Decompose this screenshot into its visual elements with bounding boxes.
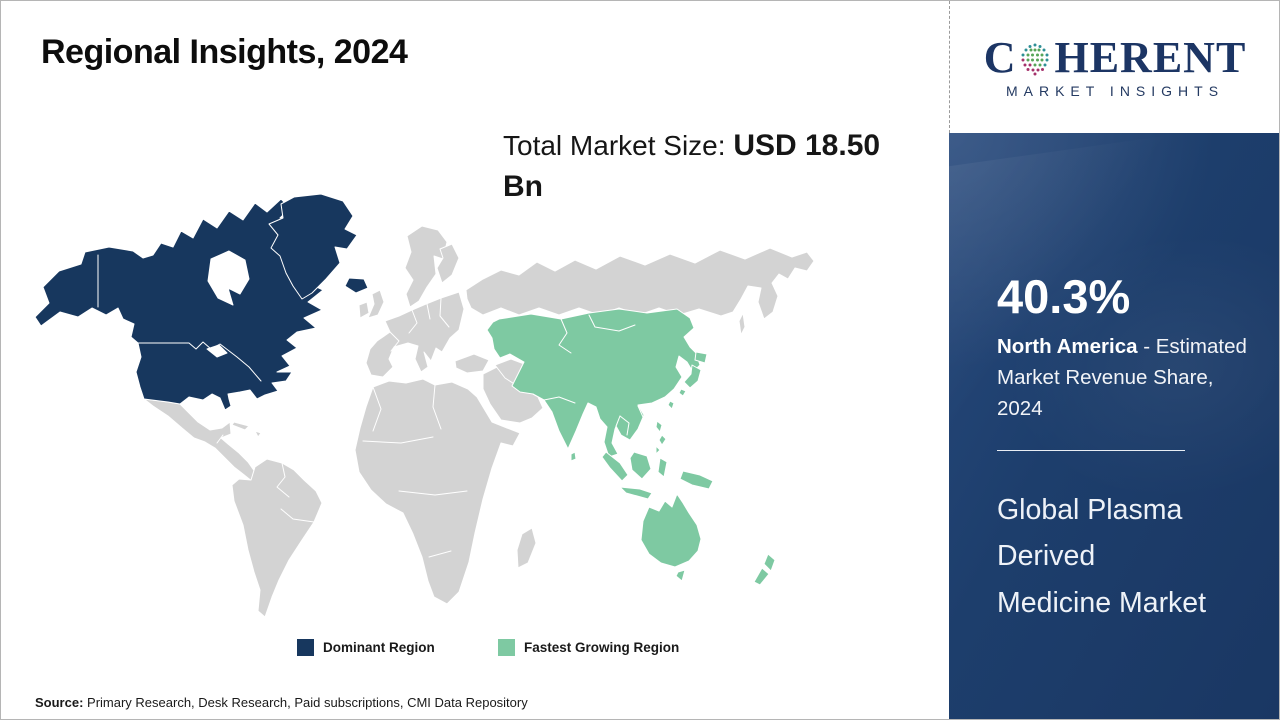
source-line: Source: Primary Research, Desk Research,…	[35, 695, 528, 710]
share-region: North America	[997, 335, 1138, 358]
brand-letter-c: C	[983, 32, 1017, 82]
legend-label-fastest-growing: Fastest Growing Region	[524, 640, 680, 655]
map-region-japan	[683, 364, 702, 389]
share-description: North America - Estimated Market Revenue…	[997, 332, 1249, 424]
map-region-taiwan	[667, 400, 675, 410]
share-desc-text: - Estimated Market Revenue Share, 2024	[997, 335, 1247, 420]
map-region-greenland	[268, 193, 358, 300]
legend-label-dominant: Dominant Region	[323, 640, 435, 655]
map-region-sri-lanka	[570, 451, 577, 462]
brand-logo: C HERENT MARKET INSIGHTS	[949, 1, 1279, 133]
market-name: Global Plasma Derived Medicine Market	[997, 494, 1207, 619]
map-region-scandinavia	[404, 225, 448, 308]
brand-tagline: MARKET INSIGHTS	[1005, 82, 1225, 99]
map-region-russia	[465, 247, 815, 320]
brand-wordmark: C HERENT	[983, 32, 1247, 82]
map-region-europe	[365, 291, 465, 378]
map-region-madagascar	[516, 527, 537, 569]
map-region-philippines	[655, 420, 667, 455]
legend-item-fastest-growing: Fastest Growing Region	[498, 639, 679, 656]
map-region-turkey	[454, 353, 490, 374]
map-border-us-canada	[137, 341, 262, 382]
total-market-size-label: Total Market Size:	[503, 130, 734, 161]
divider-rule	[997, 450, 1185, 452]
map-region-borneo	[629, 451, 652, 480]
map-borders-asia	[543, 314, 644, 436]
brand-letters-rest: HERENT	[1054, 32, 1247, 82]
map-region-hispaniola	[254, 430, 262, 438]
map-border-mexico-guatemala	[216, 434, 224, 444]
world-map-svg	[34, 193, 815, 618]
dotted-globe-icon	[1021, 43, 1049, 75]
source-label: Source:	[35, 695, 84, 710]
map-region-iceland	[344, 277, 369, 294]
map-region-sulawesi	[657, 457, 668, 478]
share-value: 40.3%	[997, 270, 1131, 323]
map-region-tasmania	[675, 569, 686, 582]
map-region-new-guinea	[679, 470, 714, 490]
total-market-size-value: USD 18.50 Bn	[503, 129, 881, 204]
map-region-sakhalin	[738, 312, 746, 336]
legend-swatch-dominant	[297, 639, 314, 656]
map-region-hokkaido	[694, 351, 708, 364]
map-borders-africa	[362, 384, 468, 558]
world-map	[31, 191, 946, 631]
legend-swatch-fastest-growing	[498, 639, 515, 656]
map-region-ireland	[358, 301, 370, 319]
source-text: Primary Research, Desk Research, Paid su…	[83, 695, 528, 710]
map-region-south-america	[231, 458, 323, 618]
legend-item-dominant: Dominant Region	[297, 639, 435, 656]
map-region-mexico-central-america	[143, 398, 261, 483]
map-region-africa	[354, 378, 521, 605]
map-borders-europe	[389, 297, 450, 352]
page-title: Regional Insights, 2024	[41, 33, 408, 71]
stat-panel: 40.3% North America - Estimated Market R…	[949, 133, 1279, 719]
map-region-kyushu	[678, 388, 687, 397]
map-region-new-zealand	[753, 553, 776, 586]
map-borders-south-america	[276, 462, 315, 523]
map-region-sumatra	[601, 451, 629, 482]
right-rail: C HERENT MARKET INSIGHTS 40.3%	[949, 1, 1279, 719]
map-region-finland	[436, 243, 460, 284]
map-region-uk	[367, 289, 385, 319]
total-market-size: Total Market Size: USD 18.50 Bn	[503, 125, 923, 208]
map-region-java	[619, 486, 653, 500]
map-region-australia	[640, 493, 702, 568]
map-region-cuba	[231, 421, 250, 431]
